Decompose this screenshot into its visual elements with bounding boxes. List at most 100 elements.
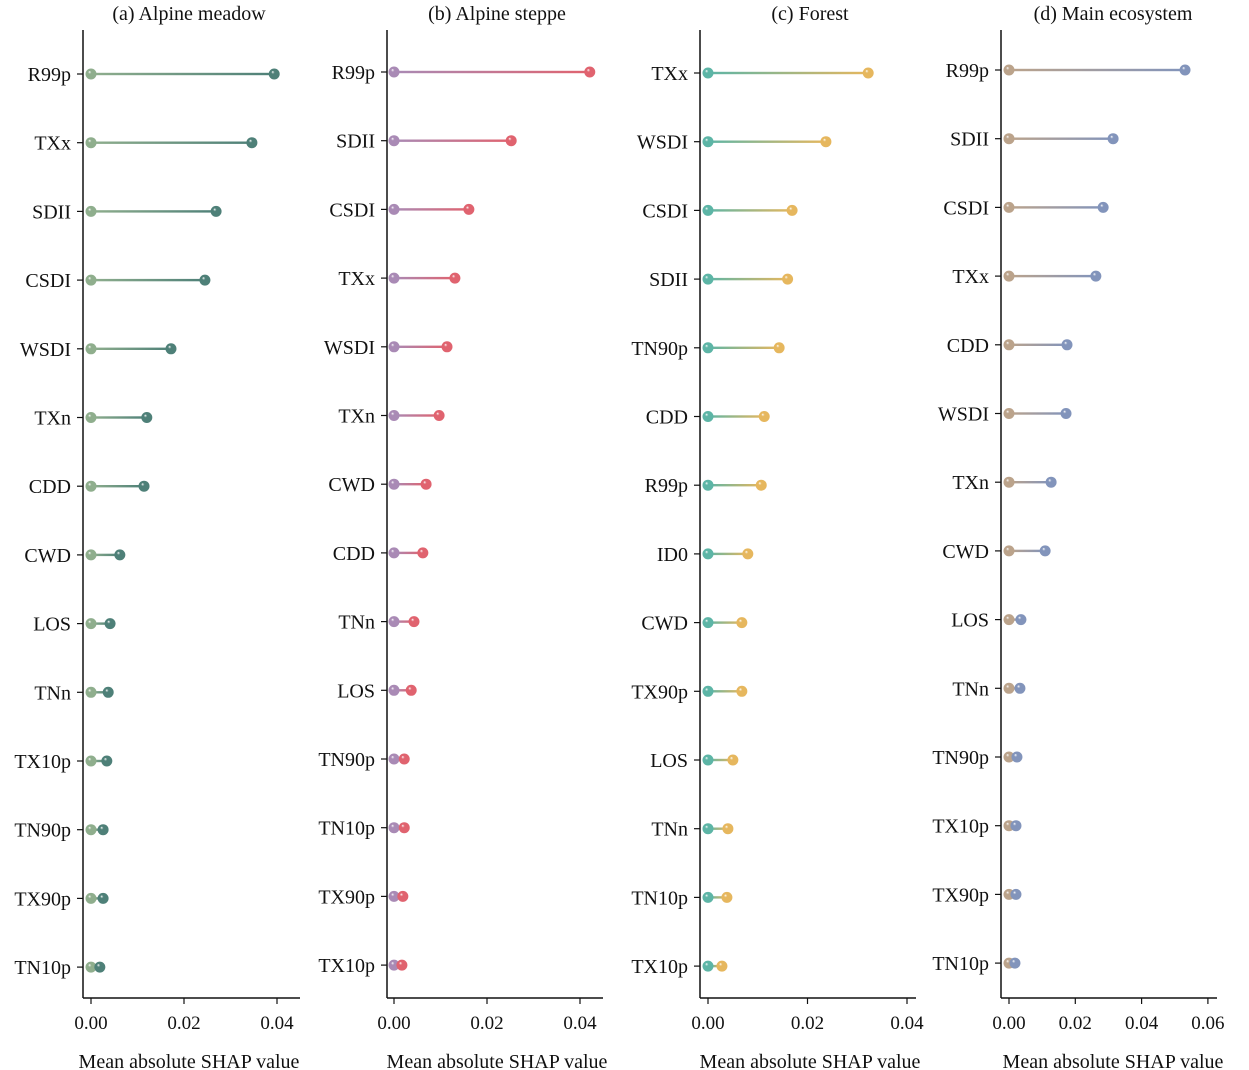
start-point <box>702 273 714 285</box>
lollipop-row-CWD: CWD <box>942 541 1051 563</box>
lollipop-row-TNn: TNn <box>34 682 114 704</box>
lollipop-stem <box>91 759 107 763</box>
value-point <box>736 617 748 629</box>
lollipop-row-LOS: LOS <box>33 614 116 636</box>
y-tick-label: TNn <box>952 678 989 700</box>
y-tick-label: SDII <box>950 129 989 151</box>
start-point <box>85 686 97 698</box>
value-point <box>1010 888 1022 900</box>
lollipop-row-WSDI: WSDI <box>637 132 832 154</box>
value-point <box>420 478 432 490</box>
y-tick-label: TX10p <box>318 955 375 977</box>
lollipop-row-TNn: TNn <box>651 819 734 841</box>
y-tick-label: TXx <box>34 133 71 155</box>
lollipop-stem <box>1009 481 1052 484</box>
value-point <box>396 959 408 971</box>
value-point <box>268 68 280 80</box>
lollipop-row-TXx: TXx <box>952 266 1102 288</box>
value-point <box>141 412 153 423</box>
y-tick-label: TN90p <box>932 747 989 769</box>
start-point <box>702 342 714 354</box>
start-point <box>702 823 714 835</box>
lollipop-stem <box>708 484 762 487</box>
x-tick-label: 0.02 <box>470 1013 503 1034</box>
value-point <box>102 686 114 698</box>
lollipop-stem <box>1009 206 1104 209</box>
start-point <box>702 204 714 216</box>
x-tick-label: 0.02 <box>791 1013 824 1034</box>
y-tick-label: LOS <box>337 680 375 702</box>
value-point <box>721 891 733 903</box>
y-tick-label: TN90p <box>14 820 71 842</box>
y-tick-label: TX90p <box>631 681 688 703</box>
x-tick-label: 0.02 <box>167 1013 200 1034</box>
y-tick-label: TX10p <box>14 751 71 773</box>
start-point <box>85 412 97 423</box>
value-point <box>773 342 785 354</box>
value-point <box>1097 201 1109 213</box>
y-tick-label: CSDI <box>25 270 71 292</box>
start-point <box>388 822 400 834</box>
start-point <box>85 618 97 630</box>
value-point <box>398 822 410 834</box>
lollipop-row-R99p: R99p <box>946 60 1191 82</box>
y-tick-label: TN10p <box>932 953 989 975</box>
lollipop-stem <box>394 208 469 211</box>
start-point <box>1003 133 1015 145</box>
value-point <box>1009 957 1021 969</box>
lollipop-row-ID0: ID0 <box>657 544 754 566</box>
value-point <box>1179 64 1191 76</box>
x-axis-label: Mean absolute SHAP value <box>700 1051 921 1070</box>
start-point <box>388 341 400 353</box>
y-tick-label: TXn <box>952 472 989 494</box>
value-point <box>1039 545 1051 557</box>
lollipop-stem <box>1009 137 1114 140</box>
start-point <box>1003 751 1015 763</box>
lollipop-stem <box>394 551 423 555</box>
start-point <box>702 617 714 629</box>
lollipop-row-TX10p: TX10p <box>932 816 1022 838</box>
y-tick-label: TX90p <box>14 888 71 910</box>
value-point <box>862 67 874 79</box>
start-point <box>85 892 97 904</box>
lollipop-stem <box>394 689 412 692</box>
lollipop-row-TX90p: TX90p <box>14 888 109 910</box>
start-point <box>388 272 400 284</box>
lollipop-row-TN10p: TN10p <box>318 818 410 840</box>
value-point <box>210 205 222 217</box>
lollipop-row-TN90p: TN90p <box>318 749 410 771</box>
y-tick-label: TNn <box>34 682 71 704</box>
start-point <box>388 753 400 765</box>
y-tick-label: TX90p <box>932 884 989 906</box>
start-point <box>388 203 400 215</box>
value-point <box>1045 476 1057 488</box>
y-tick-label: CWD <box>942 541 989 563</box>
value-point <box>820 136 832 148</box>
value-point <box>755 479 767 491</box>
value-point <box>1090 270 1102 282</box>
value-point <box>405 684 417 696</box>
start-point <box>85 343 97 355</box>
value-point <box>584 66 596 78</box>
lollipop-row-TXx: TXx <box>34 133 258 155</box>
value-point <box>417 547 429 559</box>
y-tick-label: TNn <box>651 819 688 841</box>
lollipop-stem <box>394 345 448 348</box>
y-tick-label: R99p <box>28 64 71 86</box>
lollipop-stem <box>394 620 414 623</box>
start-point <box>1003 545 1015 557</box>
start-point <box>388 547 400 559</box>
start-point <box>702 67 714 79</box>
lollipop-stem <box>394 276 455 280</box>
lollipop-row-TNn: TNn <box>952 678 1026 700</box>
start-point <box>85 137 97 149</box>
lollipop-stem <box>394 139 512 142</box>
lollipop-row-WSDI: WSDI <box>938 404 1072 426</box>
y-tick-label: WSDI <box>20 339 71 361</box>
lollipop-row-TX90p: TX90p <box>932 884 1022 906</box>
value-point <box>742 548 754 560</box>
start-point <box>1003 64 1015 76</box>
start-point <box>702 479 714 491</box>
value-point <box>441 341 453 353</box>
value-point <box>199 274 211 286</box>
